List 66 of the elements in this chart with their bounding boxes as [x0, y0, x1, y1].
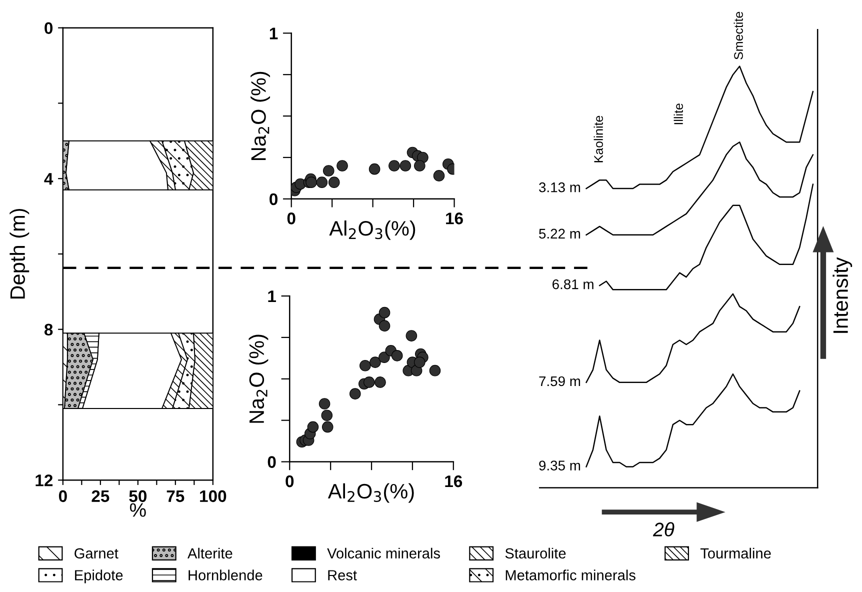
- x-axis-title: %: [130, 503, 146, 517]
- point: [306, 176, 317, 188]
- series-label: 9.35 m: [539, 460, 580, 470]
- legend-label: Garnet: [74, 548, 118, 559]
- legend-label: Metamorfic minerals: [506, 570, 636, 580]
- x-tick-label: 16: [446, 212, 463, 224]
- legend-label: Volcanic minerals: [327, 548, 440, 559]
- point: [336, 160, 348, 172]
- legend-label: Hornblende: [188, 570, 262, 580]
- legend-label: Rest: [328, 570, 357, 580]
- point: [360, 360, 371, 372]
- series-label: 3.13 m: [539, 182, 580, 192]
- point: [388, 160, 400, 172]
- point: [391, 350, 403, 362]
- y-tick-label: 0: [268, 456, 276, 468]
- y-tick-label: 12: [36, 474, 53, 486]
- y-tick-label: 1: [270, 28, 278, 40]
- point: [316, 176, 328, 188]
- y-tick-label: 0: [44, 22, 53, 34]
- text: Smectite: [734, 12, 743, 60]
- legend-label: Staurolite: [505, 548, 566, 559]
- y-tick-label: 1: [268, 290, 276, 302]
- point: [414, 356, 426, 368]
- point: [328, 176, 340, 188]
- point: [322, 421, 334, 433]
- point: [378, 320, 390, 332]
- x-axis-title: Al$_{2}$O$_{3}$(%): [329, 220, 416, 240]
- point: [307, 421, 319, 433]
- x-tick-label: 50: [129, 490, 147, 502]
- series-label: 7.59 m: [539, 376, 580, 386]
- point: [406, 330, 418, 342]
- x-tick-label: 16: [445, 475, 462, 488]
- point: [364, 376, 375, 388]
- point: [370, 356, 381, 368]
- legend-label: Epidote: [75, 570, 123, 584]
- x-axis-title: 2θ: [652, 522, 674, 536]
- point: [433, 170, 445, 182]
- y-tick-label: 4: [44, 173, 54, 185]
- annotation: Illite: [674, 104, 683, 124]
- y-axis-title: Na$_{2}$O (%): [248, 334, 268, 423]
- x-axis-title: Al$_{2}$O$_{3}$(%): [328, 483, 414, 503]
- legend-label: Alterite: [188, 548, 232, 559]
- annotation: Kaolinite: [594, 116, 603, 162]
- point: [374, 376, 386, 388]
- y-axis-title: Intensity: [832, 257, 852, 333]
- point: [321, 410, 333, 422]
- point: [368, 163, 380, 175]
- point: [414, 160, 426, 172]
- y-axis-title: Na$_{2}$O (%): [250, 72, 270, 160]
- y-tick-label: 0: [270, 193, 278, 206]
- legend-label: Tourmaline: [700, 548, 771, 559]
- series-label: 6.81 m: [552, 279, 594, 290]
- x-tick-label: 25: [92, 490, 110, 502]
- x-tick-label: 0: [58, 490, 67, 502]
- point: [378, 306, 390, 318]
- y-tick-label: 8: [44, 324, 53, 336]
- point: [318, 398, 330, 410]
- y-axis-title: Depth (m): [10, 208, 30, 299]
- x-tick-label: 75: [166, 490, 184, 502]
- x-tick-label: 100: [200, 490, 226, 502]
- point: [349, 388, 361, 400]
- point: [400, 160, 412, 172]
- point: [429, 364, 441, 376]
- point: [322, 165, 334, 176]
- point: [378, 352, 390, 363]
- series-label: 5.22 m: [539, 228, 580, 239]
